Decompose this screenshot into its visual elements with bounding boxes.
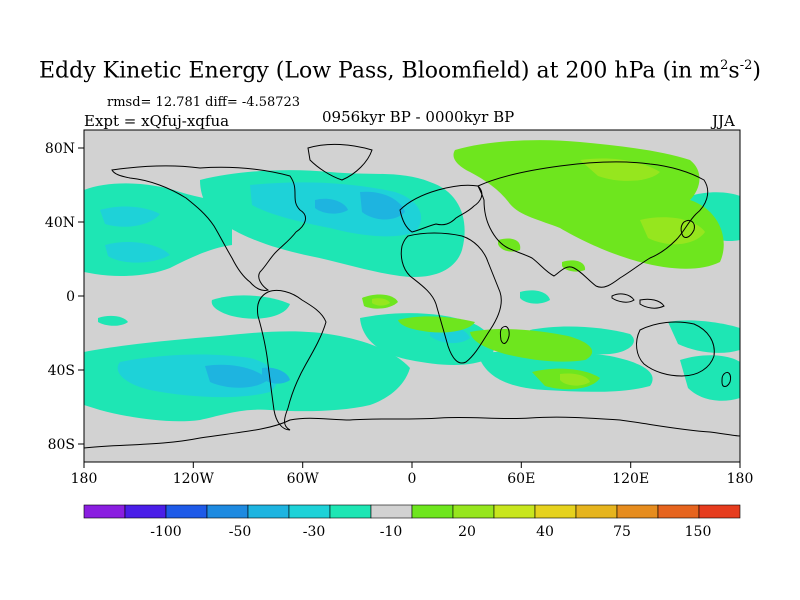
legend-color-box: [452, 504, 495, 519]
legend-color-box: [411, 504, 454, 519]
coast-antarctica: [84, 416, 740, 449]
legend-color-box: [534, 504, 577, 519]
legend-color-box: [657, 504, 700, 519]
lat-tick-label: 0: [66, 289, 75, 305]
coast-greenland: [307, 143, 373, 181]
lon-tick-label: 180: [71, 471, 98, 487]
legend-labels: -100 -50 -30 -10 20 40 75 150: [150, 524, 711, 540]
legend-color-box: [329, 504, 372, 519]
legend-color-box: [83, 504, 126, 519]
legend-color-box: [288, 504, 331, 519]
legend-label: 150: [685, 524, 712, 540]
legend-label: 75: [613, 524, 631, 540]
legend-color-box: [206, 504, 249, 519]
rmsd-diff-stats: rmsd= 12.781 diff= -4.58723: [107, 95, 301, 110]
legend-label: -10: [380, 524, 403, 540]
time-period-label: 0956kyr BP - 0000kyr BP: [322, 108, 515, 126]
lon-tick-label: 120E: [612, 471, 649, 487]
legend-label: 40: [536, 524, 554, 540]
coast-africa: [400, 232, 502, 364]
lon-tick-label: 60E: [507, 471, 535, 487]
legend-label: -50: [229, 524, 252, 540]
coast-asia: [477, 161, 709, 288]
legend-color-box: [370, 504, 413, 519]
lat-tick-label: 40S: [48, 363, 75, 379]
legend-color-box: [616, 504, 659, 519]
lon-tick-labels: 180 120W 60W 0 60E 120E 180: [71, 471, 754, 487]
legend-color-box: [575, 504, 618, 519]
lon-tick-label: 120W: [173, 471, 215, 487]
coast-australia: [636, 321, 715, 377]
coast-north-america: [111, 165, 306, 291]
legend-label: -100: [150, 524, 181, 540]
experiment-label: Expt = xQfuj-xqfua: [84, 112, 230, 130]
color-legend: [83, 504, 741, 519]
coastlines: [84, 143, 740, 449]
chart-title: Eddy Kinetic Energy (Low Pass, Bloomfiel…: [39, 58, 761, 84]
lon-tick-label: 180: [727, 471, 754, 487]
coast-europe: [399, 184, 483, 233]
axis-ticks: [78, 147, 741, 468]
lat-tick-label: 80N: [45, 141, 75, 157]
legend-label: 20: [458, 524, 476, 540]
legend-color-box: [124, 504, 167, 519]
lon-tick-label: 0: [408, 471, 417, 487]
legend-color-box: [165, 504, 208, 519]
lat-tick-label: 80S: [48, 437, 75, 453]
lon-tick-label: 60W: [287, 471, 320, 487]
season-label: JJA: [712, 112, 735, 130]
lat-tick-labels: 80N 40N 0 40S 80S: [45, 141, 75, 453]
coast-south-america: [257, 289, 327, 431]
legend-color-box: [698, 504, 741, 519]
legend-color-box: [247, 504, 290, 519]
legend-color-box: [493, 504, 536, 519]
legend-label: -30: [303, 524, 326, 540]
lat-tick-label: 40N: [45, 215, 75, 231]
